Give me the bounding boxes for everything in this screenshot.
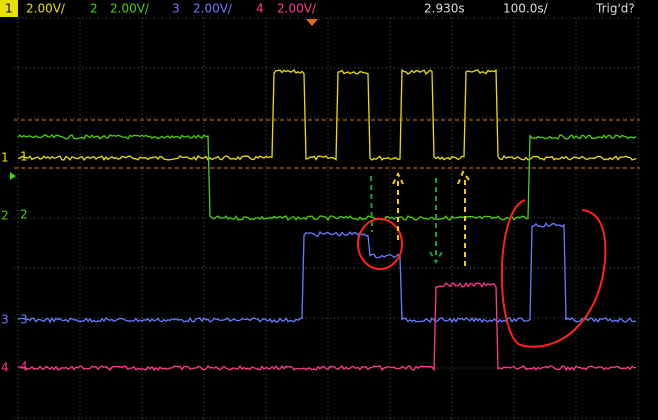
annotations xyxy=(357,170,607,348)
ch4-ground-marker: 4 xyxy=(1,361,9,375)
yellow-arrow xyxy=(457,170,470,266)
ch3-label: 3 xyxy=(20,313,28,327)
delay: 2.930s xyxy=(424,2,465,16)
ch2-ground-marker: 2 xyxy=(1,209,9,223)
waveform xyxy=(17,134,637,222)
green-arrow xyxy=(370,175,373,233)
ch1-number: 1 xyxy=(5,2,13,16)
ch2-scale: 2.00V/ xyxy=(110,2,150,16)
waveform xyxy=(17,68,637,162)
trigger-status: Trig'd? xyxy=(595,2,635,16)
timebase: 100.0s/ xyxy=(503,2,549,16)
ch3-ground-marker: 3 xyxy=(1,313,9,327)
ch4-number: 4 xyxy=(256,2,264,16)
circle-annotation xyxy=(357,218,403,270)
trigger-arrow xyxy=(10,172,16,180)
ch3-scale: 2.00V/ xyxy=(193,2,233,16)
waveform xyxy=(17,281,637,372)
header-bar xyxy=(0,0,658,18)
ch4-label: 4 xyxy=(20,360,28,374)
green-arrow xyxy=(429,178,443,264)
ch2-number: 2 xyxy=(90,2,98,16)
ch1-badge xyxy=(0,0,18,17)
ch1-ground-marker: 1 xyxy=(1,151,9,165)
ch1-scale: 2.00V/ xyxy=(26,2,66,16)
trigger-marker xyxy=(306,19,318,26)
waveform xyxy=(17,222,637,324)
ch3-number: 3 xyxy=(172,2,180,16)
ch2-label: 2 xyxy=(20,208,28,222)
channel-markers: 1 1 2 2 3 3 4 4 xyxy=(1,150,28,375)
ch4-scale: 2.00V/ xyxy=(277,2,317,16)
waveforms xyxy=(17,68,637,372)
yellow-arrow xyxy=(392,171,404,240)
ch1-label: 1 xyxy=(20,150,28,164)
circle-annotation xyxy=(500,199,607,348)
